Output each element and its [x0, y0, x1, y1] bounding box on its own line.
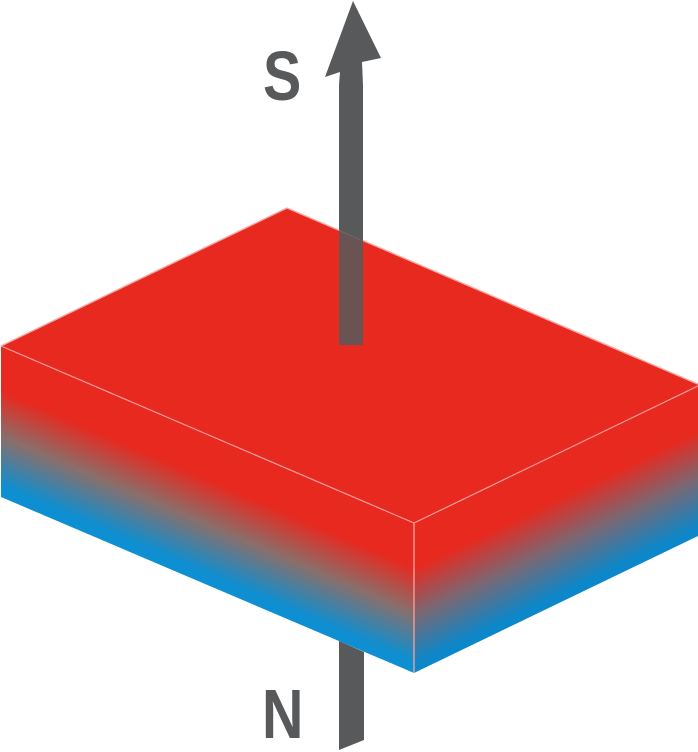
svg-text:S: S — [263, 37, 301, 116]
svg-text:N: N — [262, 675, 303, 752]
